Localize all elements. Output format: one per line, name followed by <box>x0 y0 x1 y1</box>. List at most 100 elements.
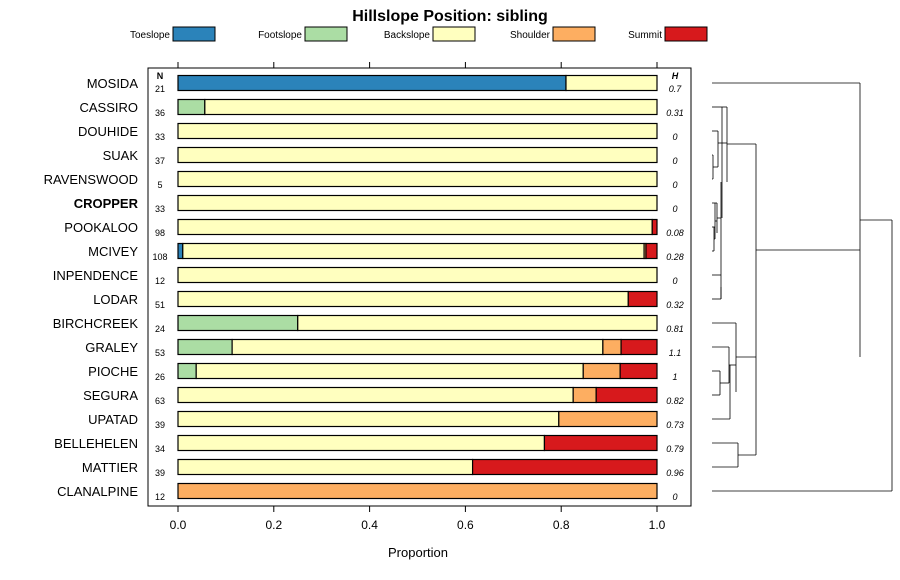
x-axis-title: Proportion <box>388 545 448 560</box>
bar-segment-summit <box>471 458 658 476</box>
row-label: CROPPER <box>74 196 139 211</box>
bar-segment-backslope <box>177 434 546 452</box>
x-tick-label: 0.0 <box>170 518 187 532</box>
bar-segment-footslope <box>177 314 299 332</box>
row-n-value: 21 <box>155 84 165 94</box>
dendrogram <box>712 82 893 492</box>
row-label: MATTIER <box>82 460 138 475</box>
legend-label-summit: Summit <box>628 30 662 41</box>
row-n-value: 63 <box>155 396 165 406</box>
bar-segment-summit <box>595 386 658 404</box>
legend-label-footslope: Footslope <box>258 30 302 41</box>
bar-segment-backslope <box>177 170 658 188</box>
row-h-value: 0.32 <box>666 300 684 310</box>
row-h-value: 0.96 <box>666 468 684 478</box>
bar-segment-summit <box>651 218 658 236</box>
bar-segment-summit <box>627 290 658 308</box>
row-label: MCIVEY <box>88 244 138 259</box>
bar-segment-backslope <box>177 386 574 404</box>
bar-segment-backslope <box>565 74 658 92</box>
row-birchcreek: BIRCHCREEK 24 0.81 <box>53 314 684 334</box>
row-h-value: 0.79 <box>666 444 684 454</box>
bar-segment-backslope <box>177 194 658 212</box>
row-label: BELLEHELEN <box>54 436 138 451</box>
row-lodar: LODAR 51 0.32 <box>93 290 684 310</box>
bar-segment-shoulder <box>582 362 621 380</box>
h-header: H <box>672 71 679 81</box>
legend-swatch-summit <box>664 26 708 42</box>
row-h-value: 0.73 <box>666 420 684 430</box>
row-label: SEGURA <box>83 388 138 403</box>
bar-segment-backslope <box>204 98 658 116</box>
bar-segment-backslope <box>177 458 474 476</box>
row-h-value: 0.81 <box>666 324 684 334</box>
row-h-value: 0.7 <box>669 84 683 94</box>
row-cropper: CROPPER 33 0 <box>74 194 678 214</box>
row-h-value: 0 <box>672 492 677 502</box>
row-segura: SEGURA 63 0.82 <box>83 386 684 406</box>
row-h-value: 0.08 <box>666 228 684 238</box>
row-label: UPATAD <box>88 412 138 427</box>
row-label: BIRCHCREEK <box>53 316 139 331</box>
bar-segment-shoulder <box>558 410 658 428</box>
row-label: PIOCHE <box>88 364 138 379</box>
row-pookaloo: POOKALOO 98 0.08 <box>64 218 684 238</box>
row-n-value: 26 <box>155 372 165 382</box>
bar-rows: MOSIDA 21 0.7 CASSIRO 36 0.31 DOUHIDE 33 0 SUAK 37… <box>44 74 684 502</box>
row-h-value: 0.31 <box>666 108 684 118</box>
row-h-value: 0.82 <box>666 396 684 406</box>
row-mosida: MOSIDA 21 0.7 <box>87 74 683 94</box>
bar-segment-backslope <box>177 218 653 236</box>
bar-segment-backslope <box>297 314 658 332</box>
row-n-value: 37 <box>155 156 165 166</box>
row-bellehelen: BELLEHELEN 34 0.79 <box>54 434 684 454</box>
row-n-value: 53 <box>155 348 165 358</box>
row-n-value: 33 <box>155 204 165 214</box>
row-n-value: 39 <box>155 420 165 430</box>
bar-segment-backslope <box>195 362 584 380</box>
row-n-value: 12 <box>155 492 165 502</box>
row-n-value: 39 <box>155 468 165 478</box>
x-tick-label: 0.4 <box>361 518 378 532</box>
row-h-value: 1 <box>672 372 677 382</box>
bar-segment-shoulder <box>572 386 597 404</box>
n-header: N <box>157 71 164 81</box>
bar-segment-backslope <box>177 146 658 164</box>
legend-label-shoulder: Shoulder <box>510 30 551 41</box>
x-tick-label: 0.8 <box>553 518 570 532</box>
bar-segment-backslope <box>177 290 629 308</box>
row-h-value: 1.1 <box>669 348 682 358</box>
row-h-value: 0 <box>672 180 677 190</box>
row-n-value: 51 <box>155 300 165 310</box>
row-label: INPENDENCE <box>53 268 139 283</box>
bar-segment-summit <box>645 242 658 260</box>
legend: Toeslope Footslope Backslope Shoulder Summit <box>130 26 708 42</box>
row-label: GRALEY <box>85 340 138 355</box>
row-h-value: 0.28 <box>666 252 684 262</box>
bar-segment-shoulder <box>177 482 658 500</box>
legend-swatch-footslope <box>304 26 348 42</box>
row-pioche: PIOCHE 26 1 <box>88 362 678 382</box>
bar-segment-footslope <box>177 338 233 356</box>
x-tick-label: 1.0 <box>649 518 666 532</box>
row-h-value: 0 <box>672 204 677 214</box>
x-tick-label: 0.6 <box>457 518 474 532</box>
row-h-value: 0 <box>672 276 677 286</box>
legend-label-toeslope: Toeslope <box>130 30 170 41</box>
row-graley: GRALEY 53 1.1 <box>85 338 682 358</box>
row-n-value: 36 <box>155 108 165 118</box>
bar-segment-backslope <box>177 410 560 428</box>
row-label: MOSIDA <box>87 76 139 91</box>
row-n-value: 5 <box>157 180 162 190</box>
bar-segment-footslope <box>177 362 197 380</box>
row-clanalpine: CLANALPINE 12 0 <box>57 482 678 502</box>
bar-segment-footslope <box>177 98 206 116</box>
row-inpendence: INPENDENCE 12 0 <box>53 266 678 286</box>
bar-segment-toeslope <box>177 242 184 260</box>
row-n-value: 34 <box>155 444 165 454</box>
legend-label-backslope: Backslope <box>384 30 431 41</box>
bar-segment-summit <box>620 338 658 356</box>
row-mcivey: MCIVEY 108 0.28 <box>88 242 684 262</box>
bar-segment-backslope <box>177 122 658 140</box>
row-ravenswood: RAVENSWOOD 5 0 <box>44 170 678 190</box>
